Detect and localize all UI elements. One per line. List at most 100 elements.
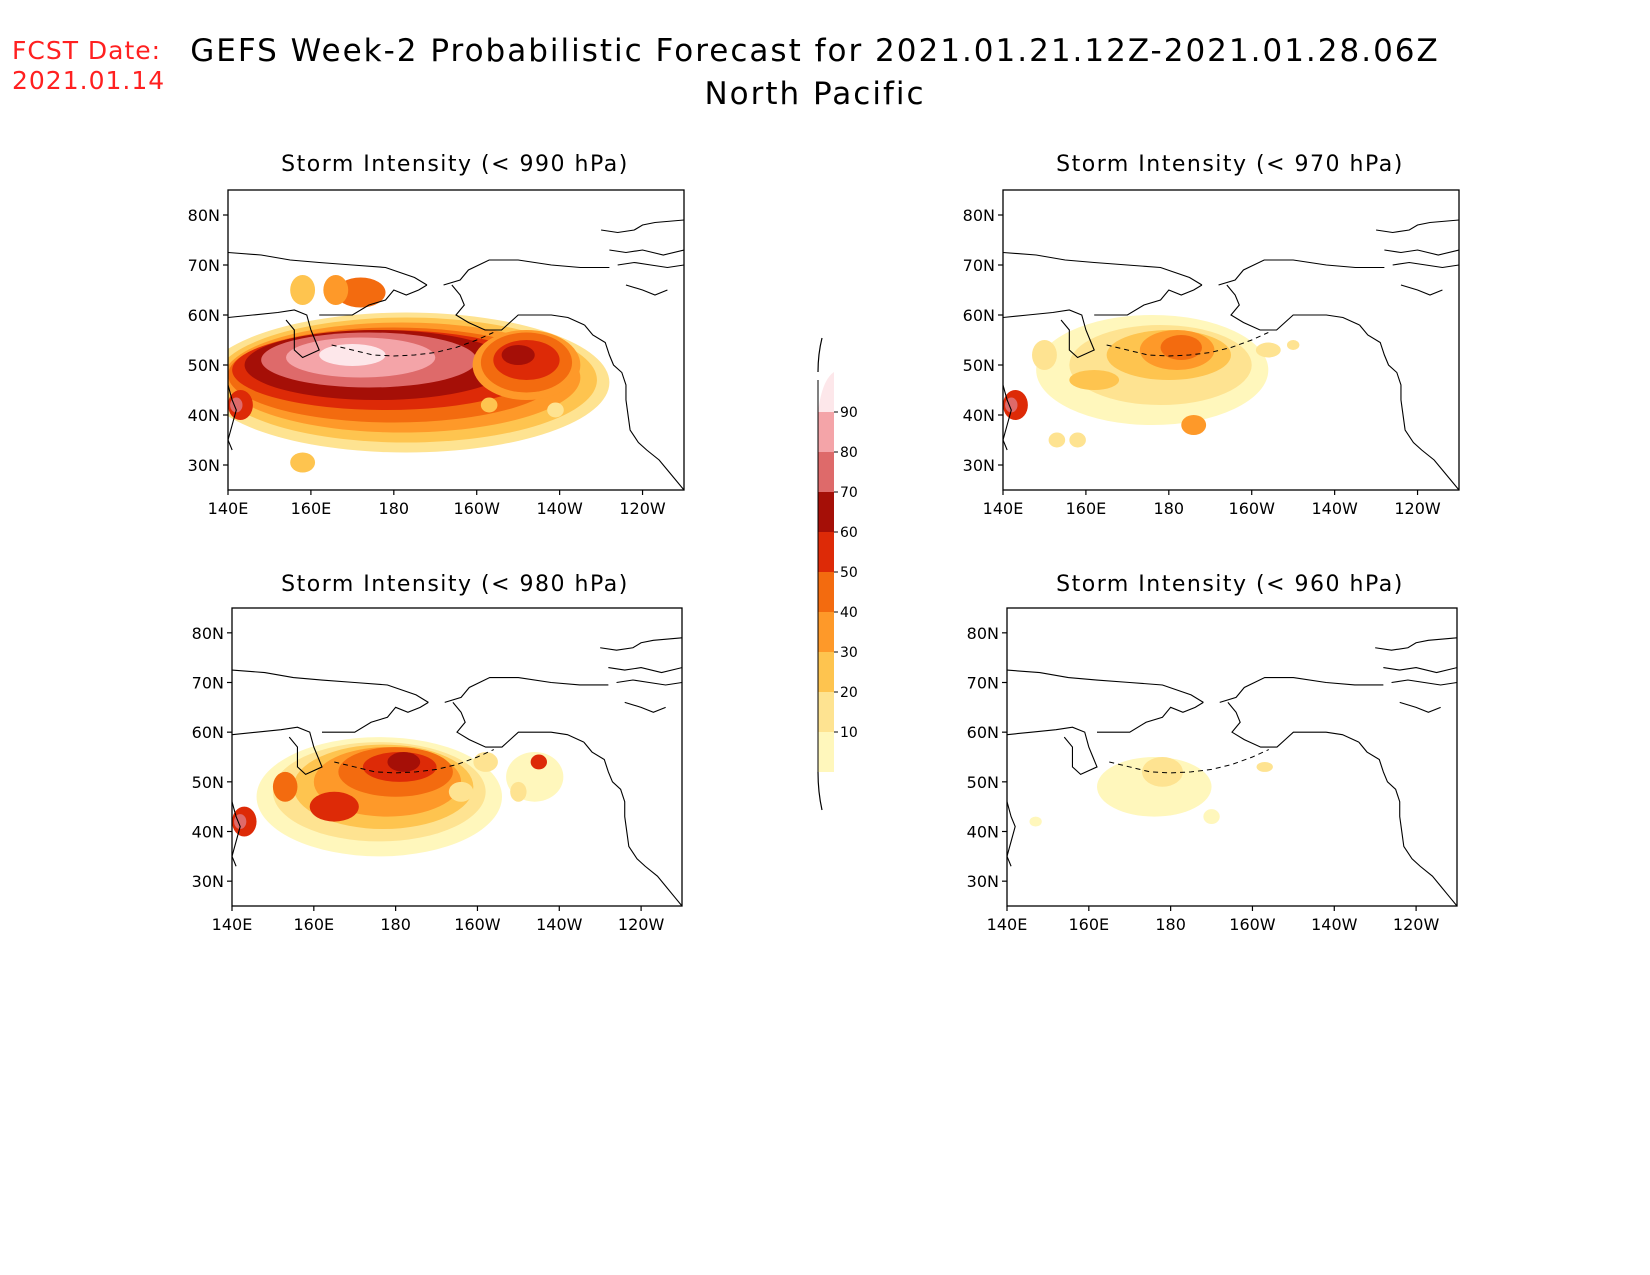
lat-tick-label: 50N — [192, 773, 224, 792]
lon-tick-label: 180 — [379, 499, 410, 518]
probability-area — [473, 752, 498, 772]
colorbar-label: 70 — [840, 485, 858, 501]
colorbar-swatch — [818, 692, 834, 732]
coastline — [1399, 701, 1441, 713]
lon-tick-label: 140W — [1311, 915, 1358, 934]
probability-area — [309, 791, 359, 822]
probability-area — [480, 397, 498, 413]
coastline — [1219, 676, 1384, 703]
lon-tick-label: 140W — [1311, 499, 1358, 518]
lat-tick-label: 30N — [963, 456, 995, 475]
probability-area — [1032, 340, 1057, 370]
probability-area — [272, 742, 486, 842]
probability-area — [1069, 432, 1086, 448]
coastline — [609, 249, 684, 256]
lat-tick-label: 40N — [963, 406, 995, 425]
colorbar-swatch — [818, 412, 834, 452]
lon-tick-label: 120W — [618, 915, 665, 934]
probability-area — [290, 452, 316, 473]
lon-tick-label: 140E — [208, 499, 249, 518]
coastline — [1384, 249, 1459, 256]
probability-area — [313, 747, 462, 817]
coastline — [232, 801, 241, 867]
coastline — [608, 667, 682, 674]
probability-area — [1048, 432, 1066, 448]
lat-tick-label: 30N — [192, 872, 224, 891]
probability-area — [286, 337, 436, 378]
coastline — [1226, 284, 1360, 331]
coastline — [1003, 309, 1095, 359]
probability-area — [1106, 330, 1232, 380]
lat-tick-label: 70N — [188, 256, 220, 275]
colorbar-label: 80 — [840, 445, 858, 461]
coastline — [1376, 219, 1459, 234]
coastline — [1218, 259, 1385, 286]
probability-area — [493, 340, 560, 380]
colorbar-label: 90 — [840, 405, 858, 421]
colorbar-label: 50 — [840, 565, 858, 581]
lon-tick-label: 140E — [212, 915, 253, 934]
lon-tick-label: 180 — [380, 915, 411, 934]
fcst-date-value: 2021.01.14 — [12, 66, 166, 95]
colorbar-swatch — [818, 492, 834, 532]
coastline — [1358, 741, 1457, 906]
coastline — [625, 284, 668, 296]
panel-title-p970: Storm Intensity (< 970 hPa) — [1056, 152, 1404, 177]
coastline — [1227, 702, 1360, 748]
lon-tick-label: 140W — [536, 915, 583, 934]
probability-area — [230, 397, 243, 413]
probability-area — [1256, 761, 1273, 772]
lat-tick-label: 50N — [188, 356, 220, 375]
coastline — [617, 261, 684, 269]
colorbar-swatch — [818, 612, 834, 652]
colorbar-label: 60 — [840, 525, 858, 541]
lat-tick-label: 50N — [963, 356, 995, 375]
lon-tick-label: 140E — [983, 499, 1024, 518]
lon-tick-label: 160W — [454, 915, 501, 934]
lat-tick-label: 80N — [188, 206, 220, 225]
probability-area — [387, 752, 421, 772]
lon-tick-label: 160W — [1229, 499, 1276, 518]
lon-tick-label: 160W — [1229, 915, 1276, 934]
lat-tick-label: 30N — [188, 456, 220, 475]
lat-tick-label: 60N — [967, 723, 999, 742]
colorbar-label: 40 — [840, 605, 858, 621]
probability-area — [1255, 342, 1281, 358]
probability-area — [362, 752, 437, 782]
probability-area — [1003, 390, 1028, 420]
colorbar-swatch — [818, 732, 834, 772]
coastline — [1007, 726, 1098, 776]
probability-area — [261, 332, 477, 388]
aleutian-islands — [1109, 749, 1270, 774]
coastline — [1003, 251, 1203, 286]
lon-tick-label: 160E — [1066, 499, 1107, 518]
panel-title-p980: Storm Intensity (< 980 hPa) — [281, 572, 629, 597]
probability-area — [1137, 786, 1171, 807]
lon-tick-label: 140E — [987, 915, 1028, 934]
forecast-date-block: FCST Date: 2021.01.14 — [12, 36, 165, 96]
probability-area — [1160, 335, 1202, 360]
probability-area — [1069, 325, 1252, 405]
coastline — [1400, 284, 1443, 296]
colorbar-label: 10 — [840, 725, 858, 741]
probability-area — [256, 737, 502, 857]
lat-tick-label: 40N — [192, 823, 224, 842]
map-frame — [1002, 189, 1460, 491]
probability-area — [448, 781, 474, 802]
lat-tick-label: 70N — [967, 674, 999, 693]
coastline — [624, 701, 666, 713]
probability-area — [501, 345, 535, 365]
probability-area — [506, 752, 564, 802]
probability-area — [228, 317, 597, 443]
coastline — [232, 669, 429, 703]
title-line-1: GEFS Week-2 Probabilistic Forecast for 2… — [190, 33, 1440, 69]
coastline — [1391, 679, 1457, 686]
probability-area — [244, 330, 510, 400]
lat-tick-label: 60N — [963, 306, 995, 325]
main-title: GEFS Week-2 Probabilistic Forecast for 2… — [150, 30, 1480, 116]
aleutian-islands — [1106, 332, 1269, 357]
probability-area — [1142, 757, 1183, 787]
lat-tick-label: 80N — [963, 206, 995, 225]
map-frame — [1006, 607, 1458, 907]
lat-tick-label: 50N — [967, 773, 999, 792]
